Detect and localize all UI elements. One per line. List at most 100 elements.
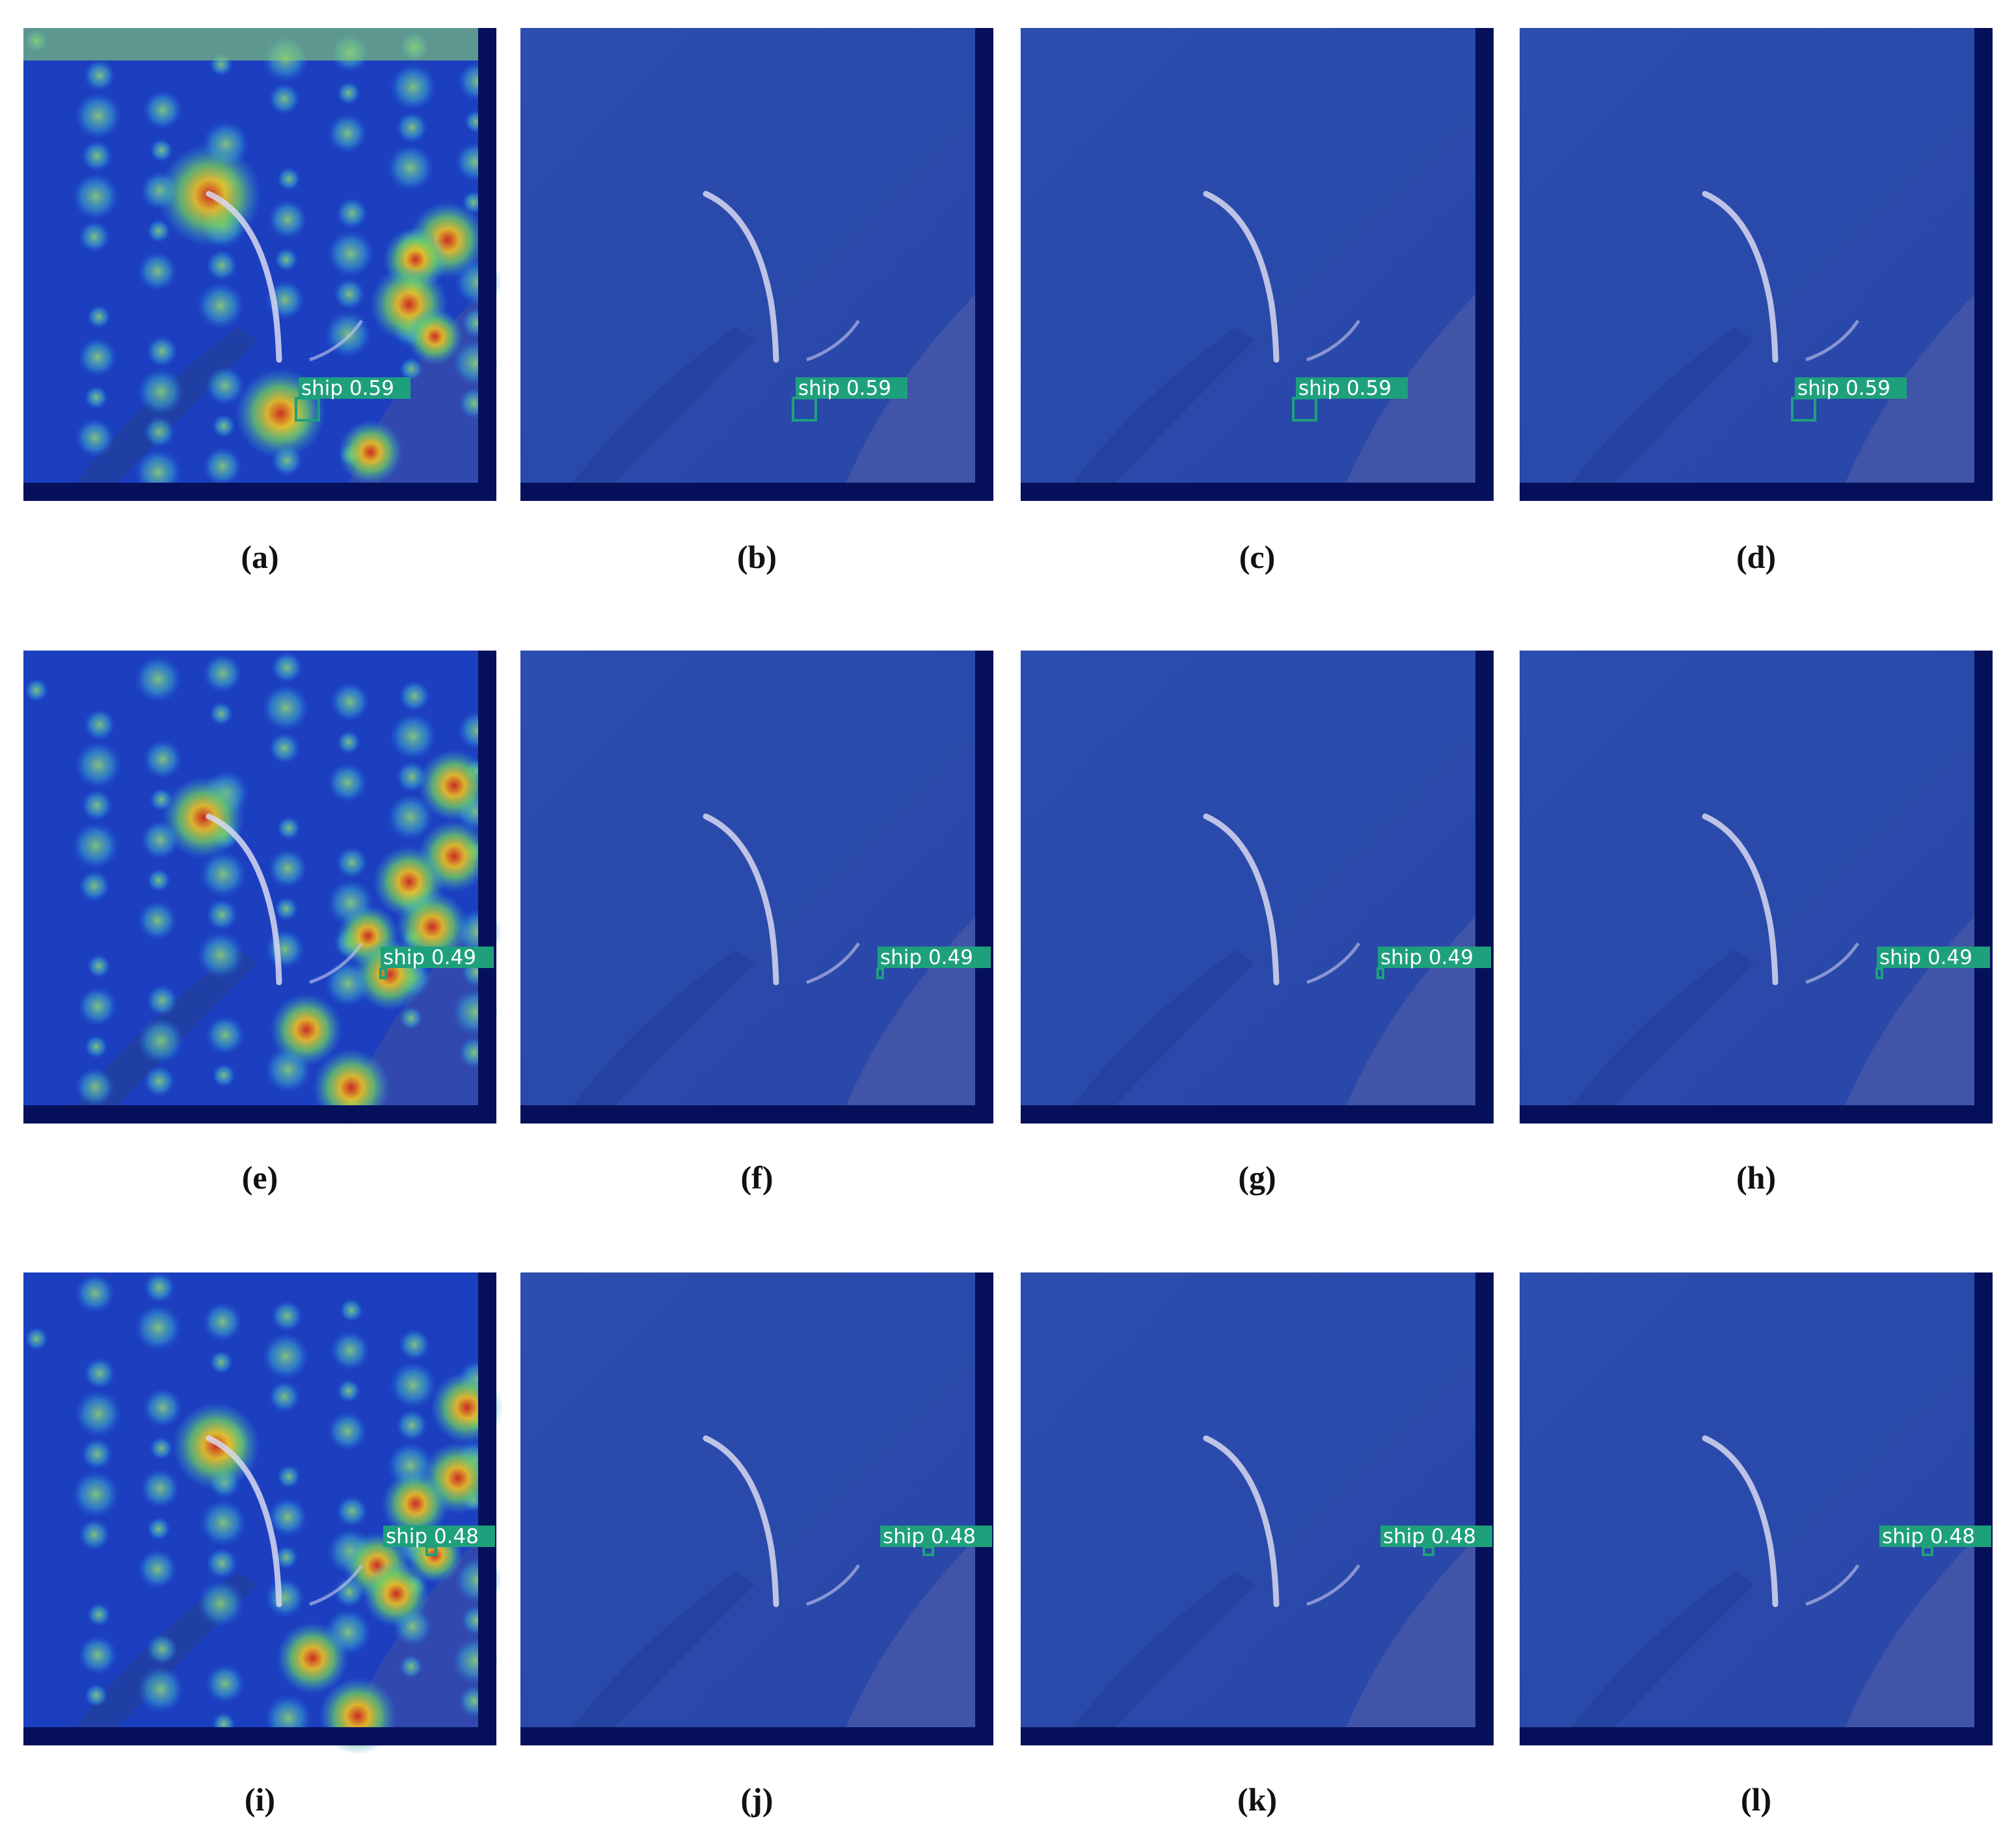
shadow — [1559, 1572, 1754, 1745]
detection-label: ship 0.49 — [1380, 946, 1473, 969]
detection-label: ship 0.48 — [1383, 1525, 1476, 1548]
heat-speck — [206, 366, 245, 405]
detection-label: ship 0.49 — [880, 946, 973, 969]
detection-label: ship 0.49 — [1879, 946, 1972, 969]
heat-speck — [81, 141, 113, 172]
heat-speck — [78, 987, 117, 1026]
panel: ship 0.59 — [23, 28, 502, 501]
border-right — [478, 1272, 496, 1745]
detection-label-bg — [1877, 947, 1990, 968]
heat-speck — [265, 930, 304, 969]
detection-box — [379, 967, 387, 979]
border-bottom — [1021, 1727, 1494, 1745]
panel-label: (c) — [1239, 539, 1276, 575]
heat-speck — [209, 1351, 233, 1374]
border-bottom — [1021, 1105, 1494, 1123]
heat-speck — [81, 1438, 113, 1470]
heat-speck — [330, 1331, 370, 1370]
wake2 — [1805, 319, 1860, 362]
heat-speck — [143, 1388, 182, 1427]
panel: ship 0.48 — [1520, 1272, 1993, 1745]
border-right — [1475, 651, 1494, 1123]
panel: ship 0.59 — [1520, 28, 1993, 501]
heat-speck — [138, 252, 177, 291]
heat-speck — [269, 83, 300, 114]
detection-label-bg — [796, 377, 907, 399]
heat-speck — [72, 173, 119, 220]
shadow — [1559, 950, 1754, 1123]
heat-speck — [138, 901, 177, 940]
heat-spot — [406, 308, 463, 365]
detection-label-bg — [1378, 947, 1491, 968]
heat-speck — [265, 1578, 304, 1617]
border-bottom — [23, 483, 496, 501]
heat-speck — [143, 90, 182, 129]
detection-label: ship 0.59 — [1298, 377, 1391, 400]
heat-speck — [87, 1603, 111, 1626]
heat-speck — [390, 1362, 437, 1408]
heat-speck — [150, 139, 173, 162]
detection-label: ship 0.59 — [798, 377, 891, 400]
heat-speck — [75, 1390, 122, 1437]
border-right — [975, 28, 993, 501]
heat-speck — [137, 1017, 184, 1064]
shadow — [559, 1572, 755, 1745]
shadow — [559, 327, 755, 501]
heat-speck — [275, 248, 298, 271]
panel: ship 0.59 — [520, 28, 993, 501]
heat-speck — [203, 654, 242, 693]
wake2 — [309, 942, 364, 984]
heat-speck — [81, 790, 113, 821]
heat-speck — [135, 1304, 181, 1351]
shore — [1346, 275, 1494, 483]
panel: ship 0.48 — [1021, 1272, 1494, 1745]
heat-speck — [269, 733, 300, 764]
border-bottom — [1520, 1105, 1993, 1123]
heat-speck — [203, 447, 242, 486]
panel-label: (b) — [737, 539, 777, 575]
heat-speck — [144, 1272, 175, 1303]
heat-speck — [78, 1635, 117, 1675]
heat-speck — [79, 1519, 110, 1550]
heat-speck — [275, 897, 298, 921]
border-right — [1974, 1272, 1993, 1745]
heat-speck — [212, 1064, 235, 1087]
heat-speck — [137, 368, 184, 415]
heat-speck — [337, 731, 360, 754]
heat-spot — [382, 1470, 450, 1538]
wake2 — [1306, 319, 1361, 362]
panel: ship 0.49 — [520, 651, 993, 1123]
wake2 — [806, 942, 861, 984]
heat-speck — [75, 1274, 114, 1313]
heat-speck — [328, 114, 367, 153]
wake — [206, 191, 282, 363]
wake — [1702, 191, 1779, 363]
heat-speck — [84, 709, 115, 740]
heat-speck — [200, 1500, 247, 1546]
panel-label: (e) — [242, 1159, 278, 1196]
heat-speck — [268, 1498, 307, 1537]
heat-speck — [79, 870, 110, 902]
panel: ship 0.59 — [1021, 28, 1494, 501]
wake2 — [1306, 1564, 1361, 1606]
heat-speck — [327, 230, 374, 277]
wake — [206, 1435, 282, 1608]
heat-speck — [330, 682, 370, 721]
heat-spot — [338, 420, 403, 485]
border-right — [1475, 28, 1494, 501]
panel: ship 0.49 — [1021, 651, 1494, 1123]
heat-speck — [75, 1068, 114, 1107]
heat-speck — [78, 338, 117, 377]
panel-label: (j) — [741, 1781, 773, 1818]
panel-label: (k) — [1237, 1781, 1277, 1818]
heat-spot — [270, 993, 343, 1066]
heat-speck — [328, 763, 367, 802]
shore — [846, 1520, 993, 1728]
heat-spot — [172, 1402, 260, 1490]
heat-speck — [206, 250, 237, 281]
heat-spot — [276, 1622, 349, 1695]
wake — [1203, 813, 1280, 986]
heat-speck — [87, 305, 111, 329]
heat-speck — [25, 679, 48, 702]
heat-speck — [277, 1465, 301, 1488]
